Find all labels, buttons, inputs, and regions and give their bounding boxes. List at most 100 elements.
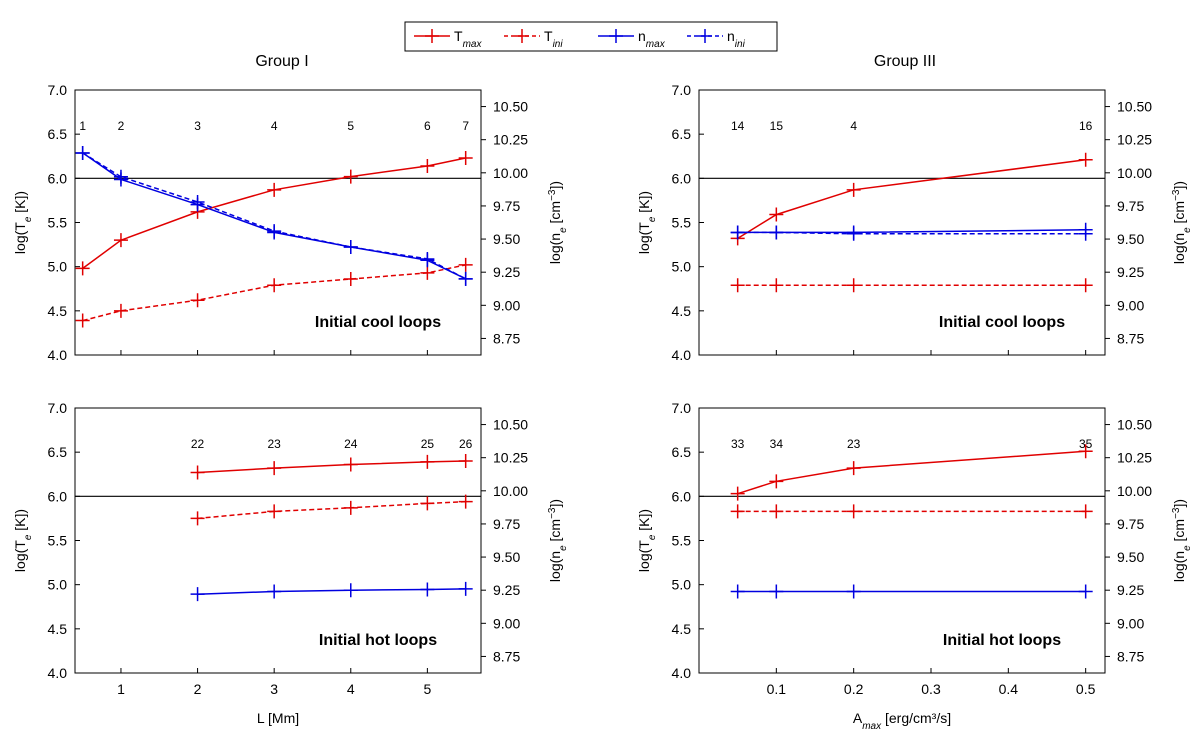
data-point [267, 584, 282, 599]
x-tick-label: 4 [347, 681, 355, 697]
y2-axis-label: log(ne [cm−3]) [547, 181, 569, 264]
y-tick-label: 4.5 [672, 621, 692, 637]
series-t-ini [730, 278, 1093, 293]
data-point [343, 457, 358, 472]
panel-annotation: Initial hot loops [319, 632, 437, 649]
legend-label: Tmax [454, 28, 482, 50]
y2-tick-label: 10.25 [1117, 450, 1152, 466]
legend-label: nini [727, 28, 746, 50]
data-point [113, 233, 128, 248]
x-tick-label: 5 [423, 681, 431, 697]
group-title-right: Group III [874, 53, 936, 70]
y-tick-label: 5.0 [672, 259, 692, 275]
y2-tick-label: 10.00 [1117, 165, 1152, 181]
data-point [1078, 584, 1093, 599]
data-point [769, 207, 784, 222]
series-line [737, 231, 1086, 235]
series-n-max [190, 581, 473, 602]
panel-group1-cool: 4.0 4.5 5.0 5.5 6.0 6.5 7.0 8.75 9.00 9.25 9.50 9.7… [12, 82, 569, 363]
x-axis-label: L [Mm] [257, 710, 299, 726]
y2-tick-label: 10.00 [1117, 483, 1152, 499]
data-point [343, 240, 358, 255]
x-tick-label: 1 [117, 681, 125, 697]
y-tick-label: 5.5 [48, 215, 68, 231]
y2-tick-label: 9.75 [1117, 198, 1144, 214]
legend-label: Tini [544, 28, 563, 50]
y2-tick-label: 10.50 [493, 417, 528, 433]
data-point [846, 182, 861, 197]
data-point [420, 158, 435, 173]
series-n-max [75, 145, 473, 286]
y-tick-label: 5.0 [672, 577, 692, 593]
y2-tick-label: 9.25 [493, 582, 520, 598]
panel-group1-hot: 4.0 4.5 5.0 5.5 6.0 6.5 7.0 8.75 9.00 9.25 9.50 9.7… [12, 400, 569, 726]
y-axis-label: log(Te [K]) [636, 509, 658, 572]
series-line [82, 264, 466, 322]
y-tick-label: 6.5 [48, 444, 68, 460]
legend-item-n-max: nmax [598, 28, 666, 50]
y2-tick-label: 10.25 [493, 132, 528, 148]
series-line [82, 152, 467, 280]
data-point [846, 278, 861, 293]
y2-tick-label: 9.75 [1117, 516, 1144, 532]
data-point [420, 251, 435, 266]
data-point [846, 584, 861, 599]
series-n-ini [75, 145, 473, 286]
data-point [730, 278, 745, 293]
data-point [846, 504, 861, 519]
y2-tick-label: 10.00 [493, 165, 528, 181]
series-line [82, 157, 466, 270]
data-point [1078, 278, 1093, 293]
y2-tick-label: 9.25 [1117, 264, 1144, 280]
y-tick-label: 7.0 [672, 82, 692, 98]
x-tick-label: 0.3 [921, 681, 941, 697]
loop-id-label: 7 [462, 119, 469, 133]
loop-id-label: 34 [770, 437, 784, 451]
data-point [730, 225, 745, 240]
y2-tick-label: 10.50 [1117, 417, 1152, 433]
series-n-max [730, 584, 1093, 599]
data-point [458, 494, 473, 509]
y2-tick-label: 8.75 [493, 330, 520, 346]
data-point [343, 272, 358, 287]
y-axis-label: log(Te [K]) [12, 191, 34, 254]
series-t-ini [75, 257, 473, 328]
y2-tick-label: 9.50 [1117, 231, 1144, 247]
series-line [737, 159, 1086, 240]
data-point [190, 194, 205, 209]
data-point [846, 461, 861, 476]
y-axis-label: log(Te [K]) [636, 191, 658, 254]
legend-item-t-ini: Tini [504, 28, 563, 50]
y2-tick-label: 9.25 [493, 264, 520, 280]
y-tick-label: 6.5 [672, 126, 692, 142]
x-tick-label: 3 [270, 681, 278, 697]
data-point [730, 504, 745, 519]
loop-id-label: 23 [847, 437, 861, 451]
data-point [1078, 226, 1093, 241]
y-tick-label: 5.0 [48, 259, 68, 275]
data-point [458, 454, 473, 468]
y2-tick-label: 9.50 [1117, 549, 1144, 565]
y-axis-label: log(Te [K]) [12, 509, 34, 572]
loop-id-label: 16 [1079, 119, 1093, 133]
legend: Tmax Tini nmax nini [404, 21, 778, 52]
loop-id-label: 4 [271, 119, 278, 133]
data-point [190, 511, 205, 526]
y-tick-label: 4.5 [672, 303, 692, 319]
panel-group3-cool: 4.0 4.5 5.0 5.5 6.0 6.5 7.0 8.75 9.00 9.25 9.50 9.7… [636, 82, 1193, 363]
x-tick-label: 0.1 [767, 681, 787, 697]
y2-axis-label: log(ne [cm−3]) [1171, 181, 1193, 264]
data-point [75, 145, 90, 160]
panel-group3-hot: 4.0 4.5 5.0 5.5 6.0 6.5 7.0 8.75 9.00 9.25 9.50 9.7… [636, 400, 1193, 732]
panel-annotation: Initial cool loops [315, 314, 441, 331]
data-point [343, 583, 358, 598]
loop-id-label: 3 [194, 119, 201, 133]
y2-tick-label: 9.25 [1117, 582, 1144, 598]
data-point [190, 293, 205, 308]
data-point [267, 224, 282, 239]
y-tick-label: 4.0 [48, 347, 68, 363]
data-point [75, 261, 90, 276]
legend-label: nmax [638, 28, 666, 50]
data-point [769, 504, 784, 519]
data-point [420, 582, 435, 597]
